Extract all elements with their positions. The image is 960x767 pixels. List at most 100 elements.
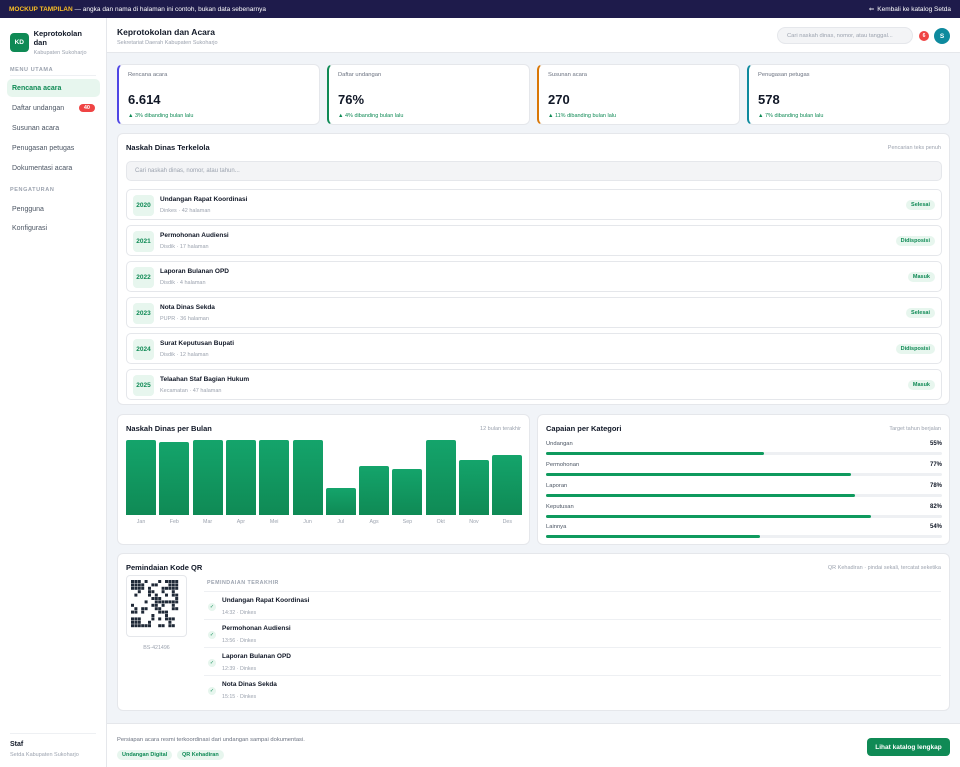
document-row[interactable]: 2021 Permohonan Audiensi Disdik · 17 halam… [126,225,942,256]
progress-track [546,494,942,497]
sidebar-item-daftar-undangan[interactable]: Daftar undangan 40 [7,99,100,117]
category-label: Lainnya [546,524,567,530]
document-year: 2025 [133,375,154,396]
document-row[interactable]: 2020 Undangan Rapat Koordinasi Dinkes · 42… [126,189,942,220]
category-value: 78% [929,483,942,489]
progress-track [546,535,942,538]
sidebar-divider [10,75,96,76]
document-meta: PUPR · 36 halaman [160,316,209,322]
progress-fill [546,515,871,518]
sidebar-item-pengguna[interactable]: Pengguna [7,200,100,218]
x-tick-label: Mar [203,519,213,525]
qr-scan-panel: Pemindaian Kode QR QR Kehadiran · pindai… [117,553,950,711]
sidebar-item-susunan-acara[interactable]: Susunan acara [7,119,100,137]
category-label: Permohonan [546,462,580,468]
scan-title: Nota Dinas Sekda [222,681,277,688]
bar-nov [459,460,489,515]
feature-tag: Undangan Digital [117,750,173,760]
x-tick-label: Jun [303,519,312,525]
document-title: Nota Dinas Sekda [160,304,215,311]
document-year: 2022 [133,267,154,288]
page-header: Keprotokolan dan Acara Sekretariat Daera… [107,18,960,53]
sidebar-item-rencana-acara[interactable]: Rencana acara [7,79,100,97]
progress-track [546,452,942,455]
scan-title: Undangan Rapat Koordinasi [222,597,310,604]
x-tick-label: Jan [136,519,146,525]
document-year: 2021 [133,231,154,252]
back-to-catalog-link[interactable]: ⇐ Kembali ke katalog Setda [868,5,951,14]
document-row[interactable]: 2022 Laporan Bulanan OPD Disdik · 4 halama… [126,261,942,292]
user-role: Staf [10,741,24,748]
qr-code-box [126,575,187,637]
status-badge: Didisposisi [895,344,935,354]
sidebar-item-label: Daftar undangan [12,104,65,112]
status-badge: Masuk [907,272,935,282]
category-title: Capaian per Kategori [546,424,622,433]
brand-logo: KD [10,33,29,52]
main-menu-heading: MENU UTAMA [10,67,54,73]
progress-track [546,473,942,476]
sidebar-item-label: Konfigurasi [12,224,48,232]
sidebar-item-penugasan-petugas[interactable]: Penugasan petugas [7,139,100,157]
status-badge: Selesai [906,308,935,318]
sidebar-item-label: Penugasan petugas [12,144,75,152]
scan-meta: 14:32 · Dinkes [222,610,257,616]
back-link-label: Kembali ke katalog Setda [877,5,951,13]
stat-value: 76% [338,92,365,107]
progress-fill [546,452,764,455]
bar-ags [359,465,390,515]
document-row[interactable]: 2024 Surat Keputusan Bupati Disdik · 12 ha… [126,333,942,364]
x-tick-label: Sep [402,519,413,525]
x-tick-label: Mei [269,519,279,525]
qr-code-icon [131,580,179,628]
footer-text: Persiapan acara resmi terkoordinasi dari… [117,737,305,743]
view-catalog-button[interactable]: Lihat katalog lengkap [867,738,950,756]
category-label: Keputusan [546,504,574,510]
stat-label: Rencana acara [128,72,168,78]
stat-change: ▲ 11% dibanding bulan lalu [548,113,617,119]
category-note: Target tahun berjalan [889,426,941,432]
notification-badge[interactable]: 6 [919,31,929,41]
sidebar-item-konfigurasi[interactable]: Konfigurasi [7,219,100,237]
brand-subtitle: Kabupaten Sukoharjo [33,50,87,56]
document-search-input[interactable]: Cari naskah dinas, nomor, atau tahun... [126,161,942,181]
check-icon: ✓ [208,631,216,639]
scan-item[interactable]: ✓ Permohonan Audiensi 13:56 · Dinkes [204,619,941,647]
document-title: Telaahan Staf Bagian Hukum [160,376,250,383]
user-department: Setda Kabupaten Sukoharjo [10,752,79,758]
scan-item[interactable]: ✓ Undangan Rapat Koordinasi 14:32 · Dinkes [204,591,941,619]
category-value: 82% [929,504,942,510]
document-row[interactable]: 2023 Nota Dinas Sekda PUPR · 36 halaman Sel… [126,297,942,328]
brand-name: Keprotokolan dan [33,29,82,47]
brand: KD Keprotokolan dan Kabupaten Sukoharjo [0,18,106,56]
stat-card-susunan-acara: Susunan acara 270 ▲ 11% dibanding bulan … [537,64,740,125]
category-value: 55% [929,441,942,447]
bar-sep [392,468,423,515]
progress-fill [546,494,855,497]
scan-meta: 12:39 · Dinkes [222,666,257,672]
avatar[interactable]: S [934,28,950,44]
mockup-text: — angka dan nama di halaman ini contoh, … [74,5,267,13]
scan-item[interactable]: ✓ Nota Dinas Sekda 15:15 · Dinkes [204,675,941,703]
sidebar-item-label: Rencana acara [12,84,62,92]
stat-card-daftar-undangan: Daftar undangan 76% ▲ 4% dibanding bulan… [327,64,530,125]
status-badge: Masuk [907,380,935,390]
qr-code-id: BS-421496 [143,645,170,651]
page-title: Keprotokolan dan Acara [117,27,215,37]
document-row[interactable]: 2025 Telaahan Staf Bagian Hukum Kecamatan … [126,369,942,400]
documents-note: Pencarian teks penuh [887,145,941,151]
stat-change: ▲ 7% dibanding bulan lalu [758,113,824,119]
monthly-chart-panel: Naskah Dinas per Bulan 12 bulan terakhir… [117,414,530,545]
document-title: Undangan Rapat Koordinasi [160,196,248,203]
scan-title: Permohonan Audiensi [222,625,291,632]
document-year: 2020 [133,195,154,216]
sidebar-item-dokumentasi-acara[interactable]: Dokumentasi acara [7,159,100,177]
bar-des [492,455,523,515]
search-input[interactable]: Cari naskah dinas, nomor, atau tanggal..… [777,27,913,44]
document-year: 2024 [133,339,154,360]
scan-item[interactable]: ✓ Laporan Bulanan OPD 12:39 · Dinkes [204,647,941,675]
arrow-left-icon: ⇐ [868,6,875,13]
sidebar-item-label: Dokumentasi acara [12,164,73,172]
document-meta: Disdik · 4 halaman [160,280,206,286]
progress-track [546,515,942,518]
